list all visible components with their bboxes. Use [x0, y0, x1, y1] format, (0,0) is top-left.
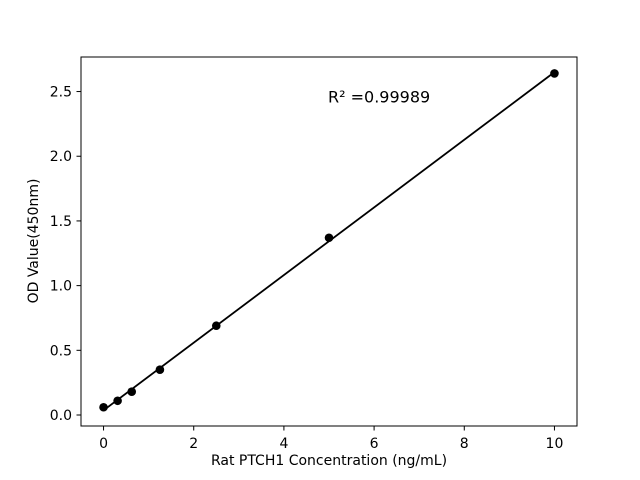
data-point — [211, 321, 221, 331]
data-point — [550, 69, 559, 78]
x-tick-label: 10 — [546, 436, 564, 452]
y-tick-label: 0.0 — [50, 408, 72, 424]
x-tick-label: 6 — [370, 436, 379, 452]
data-point — [113, 396, 122, 406]
data-point — [324, 233, 334, 243]
x-axis-label: Rat PTCH1 Concentration (ng/mL) — [210, 453, 448, 469]
y-axis-label: OD Value(450nm) — [26, 178, 42, 304]
plot-border — [80, 56, 578, 427]
data-point — [155, 365, 165, 375]
y-tick-label: 0.5 — [50, 343, 72, 359]
data-point — [127, 387, 137, 397]
x-tick-label: 0 — [99, 436, 108, 452]
data-point — [99, 402, 108, 412]
x-tick-label: 2 — [189, 436, 198, 452]
r-squared-annotation: R² =0.99989 — [328, 87, 431, 107]
x-tick-label: 4 — [279, 436, 288, 452]
y-tick-label: 2.5 — [50, 85, 72, 101]
x-tick-label: 8 — [460, 436, 469, 452]
y-tick-label: 1.5 — [50, 214, 72, 230]
y-tick-label: 2.0 — [50, 149, 72, 165]
y-tick-label: 1.0 — [50, 279, 72, 295]
